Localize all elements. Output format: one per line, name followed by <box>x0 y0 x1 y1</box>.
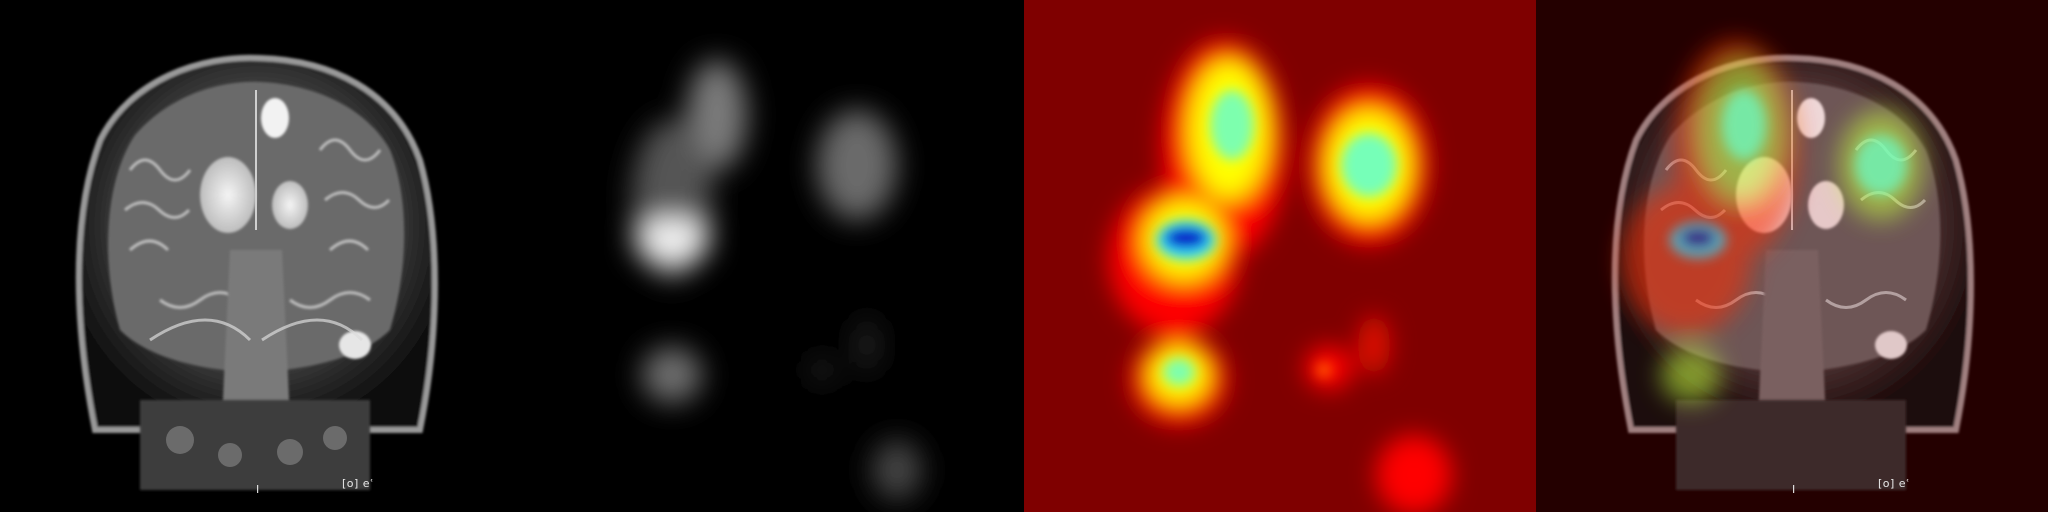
saliency-overlay-panel: I [o] eʿ <box>1536 0 2048 512</box>
saliency-grayscale-panel <box>512 0 1024 512</box>
saliency-heatmap-panel <box>1024 0 1536 512</box>
mri-orientation-marker: I <box>256 483 260 496</box>
mri-slice: I [o] eʿ <box>0 0 512 512</box>
mri-panel: I [o] eʿ <box>0 0 512 512</box>
saliency-heatmap <box>1024 0 1536 512</box>
overlay-orientation-marker: I <box>1792 483 1796 496</box>
saliency-grayscale-map <box>512 0 1024 512</box>
mri-scanner-label: [o] eʿ <box>342 477 374 490</box>
overlay-scanner-label: [o] eʿ <box>1878 477 1910 490</box>
saliency-overlay: I [o] eʿ <box>1536 0 2048 512</box>
